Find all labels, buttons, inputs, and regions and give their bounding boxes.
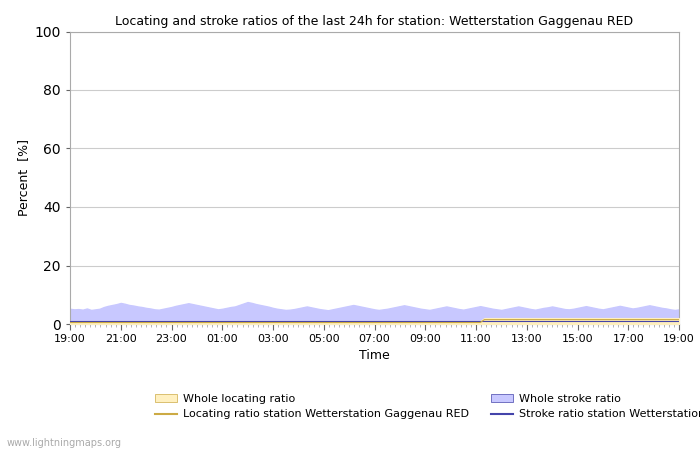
Legend: Whole locating ratio, Locating ratio station Wetterstation Gaggenau RED, Whole s: Whole locating ratio, Locating ratio sta… xyxy=(155,394,700,419)
X-axis label: Time: Time xyxy=(359,349,390,362)
Y-axis label: Percent  [%]: Percent [%] xyxy=(18,139,30,216)
Title: Locating and stroke ratios of the last 24h for station: Wetterstation Gaggenau R: Locating and stroke ratios of the last 2… xyxy=(116,14,634,27)
Text: www.lightningmaps.org: www.lightningmaps.org xyxy=(7,438,122,448)
